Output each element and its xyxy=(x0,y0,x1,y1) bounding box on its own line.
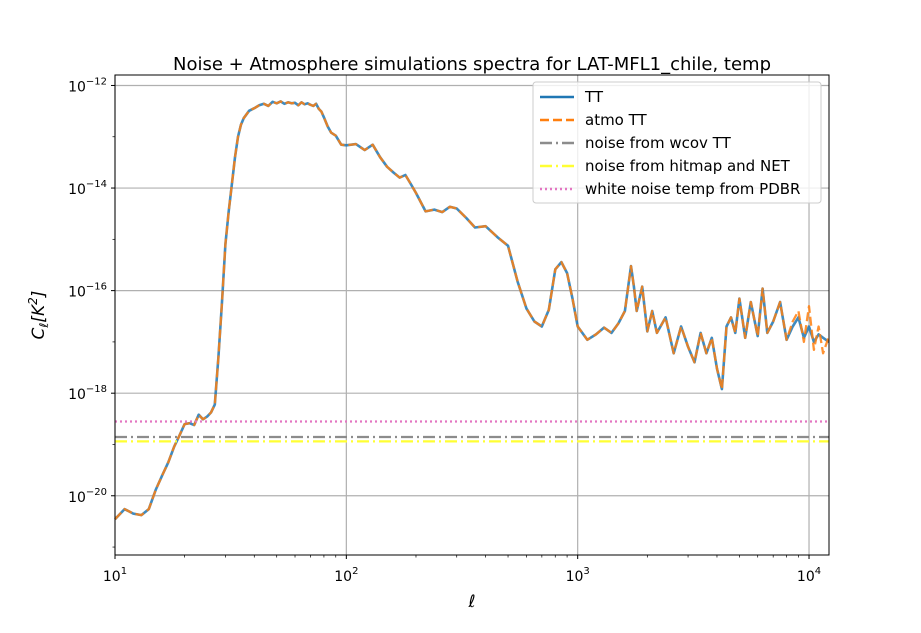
chart-title: Noise + Atmosphere simulations spectra f… xyxy=(173,54,771,75)
legend-label: atmo TT xyxy=(585,111,648,129)
x-tick-label: 104 xyxy=(797,566,821,585)
x-tick-label: 101 xyxy=(103,566,127,585)
plot-frame xyxy=(114,74,830,556)
y-tick-label: 10−16 xyxy=(68,282,107,301)
y-axis-label: Cℓ[K2] xyxy=(26,291,51,340)
legend-label: noise from wcov TT xyxy=(585,134,732,152)
y-tick-label: 10−14 xyxy=(68,179,107,198)
y-tick-label: 10−12 xyxy=(68,76,107,95)
legend-label: white noise temp from PDBR xyxy=(585,180,800,198)
legend-box xyxy=(532,81,822,204)
x-axis-label: ℓ xyxy=(467,592,475,612)
x-tick-label: 103 xyxy=(566,566,590,585)
y-tick-label: 10−18 xyxy=(68,384,107,403)
x-tick-label: 102 xyxy=(334,566,358,585)
plot-series xyxy=(114,100,831,521)
legend: TT atmo TT noise from wcov TT noise from hi… xyxy=(532,81,822,204)
y-tick-label: 10−20 xyxy=(68,487,107,506)
axis-ticks: 101 102 103 104 10−12 10−14 10−16 10−18 10−20 xyxy=(68,76,821,585)
series-line-1 xyxy=(114,100,831,520)
legend-label: noise from hitmap and NET xyxy=(585,157,791,175)
legend-label: TT xyxy=(584,88,604,106)
